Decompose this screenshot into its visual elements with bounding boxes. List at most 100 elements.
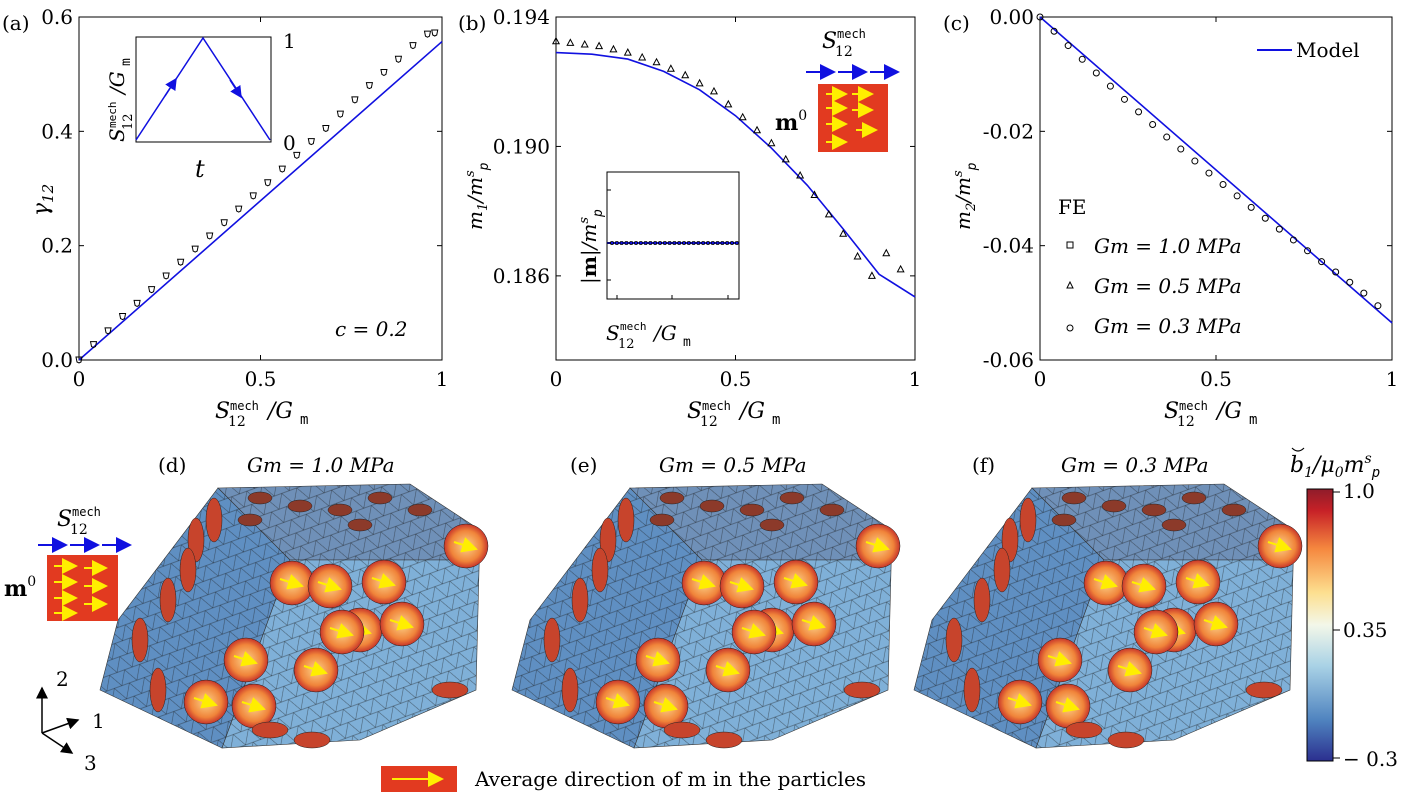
x-axis-label-b: S mech 12 /G m [687, 399, 780, 430]
inset-b-dot [672, 240, 677, 245]
particle-arrow [1267, 537, 1292, 553]
fe-point [307, 138, 315, 146]
y-tick-label: 0.2 [41, 234, 73, 258]
bottom-panel-label: (d) [158, 453, 186, 477]
fe-point [1205, 169, 1213, 177]
y-tick-label: 0.190 [493, 134, 550, 158]
svg-text:m2/msp: m2/msp [951, 162, 980, 230]
fe-point [409, 42, 417, 50]
top-particle [779, 491, 805, 505]
fe-point [380, 68, 388, 77]
edge-particle [205, 497, 223, 543]
edge-particle [617, 497, 635, 543]
svg-text:|m|/msp: |m|/msp [577, 209, 606, 284]
x-axis-label-a: S mech 12 /G m [215, 399, 308, 430]
x-tick-label: 0 [73, 367, 86, 391]
edge-particle [945, 617, 963, 663]
y-tick-label: 0.186 [493, 264, 550, 288]
inset-b-dot [677, 240, 682, 245]
particle-arrow [865, 537, 890, 553]
svg-text:/G: /G [652, 321, 677, 345]
top-particle [407, 503, 433, 517]
fe-point [1036, 13, 1044, 21]
particle-arrow [1007, 693, 1032, 709]
inset-b-dot [667, 240, 672, 245]
fe-point [75, 356, 83, 364]
edge-particle [149, 667, 167, 713]
xlabel-S-a: S [215, 399, 230, 424]
svg-text:12: 12 [1177, 414, 1195, 430]
fe-point [753, 125, 762, 134]
inset-b-dot [710, 240, 715, 245]
svg-text:mech: mech [837, 27, 866, 41]
particle-arrow [741, 623, 766, 639]
inset-b-dot [715, 240, 720, 245]
y-ticks-c: 0.00 -0.02 -0.04 -0.06 [983, 5, 1392, 372]
top-particle [1141, 503, 1167, 517]
xlabel-12-a: 12 [228, 414, 246, 430]
fe-point [431, 29, 439, 37]
fe-point [191, 245, 199, 253]
y-tick-label: -0.06 [983, 348, 1034, 372]
edge-particle [571, 577, 589, 623]
top-particle [347, 518, 373, 532]
particle-arrow [691, 574, 716, 590]
edge-particle-bottom [293, 731, 331, 749]
top-particle [1181, 491, 1207, 505]
particle-arrow [1117, 661, 1142, 677]
fe-point [738, 112, 747, 121]
x-tick-label: 1 [1386, 367, 1399, 391]
fe-point [867, 271, 876, 279]
y-tick-label: -0.04 [983, 234, 1034, 258]
fe-point [1191, 157, 1199, 165]
inset-xlabel-t: t [195, 155, 205, 183]
top-particle [327, 503, 353, 517]
inset-b-dot [643, 240, 648, 245]
xlabel-mech-a: mech [230, 399, 259, 413]
inset-b-dot [638, 240, 643, 245]
svg-text:S: S [687, 399, 702, 424]
svg-text:12: 12 [70, 522, 88, 538]
edge-particle-bottom [1245, 681, 1283, 699]
fe-point [147, 286, 156, 294]
fe-point [235, 205, 243, 213]
svg-text:12: 12 [618, 337, 635, 352]
top-particle [1061, 491, 1087, 505]
particle-arrow [715, 661, 740, 677]
inset-b-dot [686, 240, 691, 245]
fe-point [609, 44, 618, 53]
triad-label-2: 2 [56, 667, 69, 691]
legend-model-label: Model [1296, 38, 1360, 62]
svg-text:S: S [57, 507, 72, 532]
fe-point [322, 124, 330, 133]
fe-point [1374, 302, 1382, 310]
fe-point [853, 251, 862, 260]
model-line [1039, 16, 1393, 324]
fe-point [206, 232, 214, 240]
inset-b-dot [629, 240, 634, 245]
left-inset: S mech 12 m0 [4, 505, 132, 621]
x-tick-label: 0 [550, 367, 563, 391]
edge-particle-bottom [431, 681, 469, 699]
edge-particle [159, 577, 177, 623]
cube-panel-1: (d) Gm = 1.0 MPa [99, 453, 489, 749]
series-c [1036, 13, 1393, 324]
inset-b-xlabel: S mech 12 /G m [606, 320, 691, 352]
svg-text:mech: mech [72, 505, 101, 519]
inset-b-dot [725, 240, 730, 245]
y-tick-label: 0.0 [41, 348, 73, 372]
particle-arrow [645, 651, 670, 667]
fe-point [709, 86, 718, 95]
fe-point [882, 248, 891, 257]
fe-point [1289, 236, 1297, 244]
fe-point [767, 138, 776, 147]
svg-text:S: S [822, 29, 837, 54]
fe-point [351, 96, 359, 104]
y-axis-label-c: m2/msp [951, 162, 980, 230]
fe-point [1261, 214, 1269, 222]
inset-b-dot [720, 240, 725, 245]
svg-text:mech: mech [106, 102, 119, 129]
xlabel-m-a: m [300, 412, 308, 428]
particle-arrow [1131, 577, 1156, 593]
fe-point [781, 154, 790, 163]
